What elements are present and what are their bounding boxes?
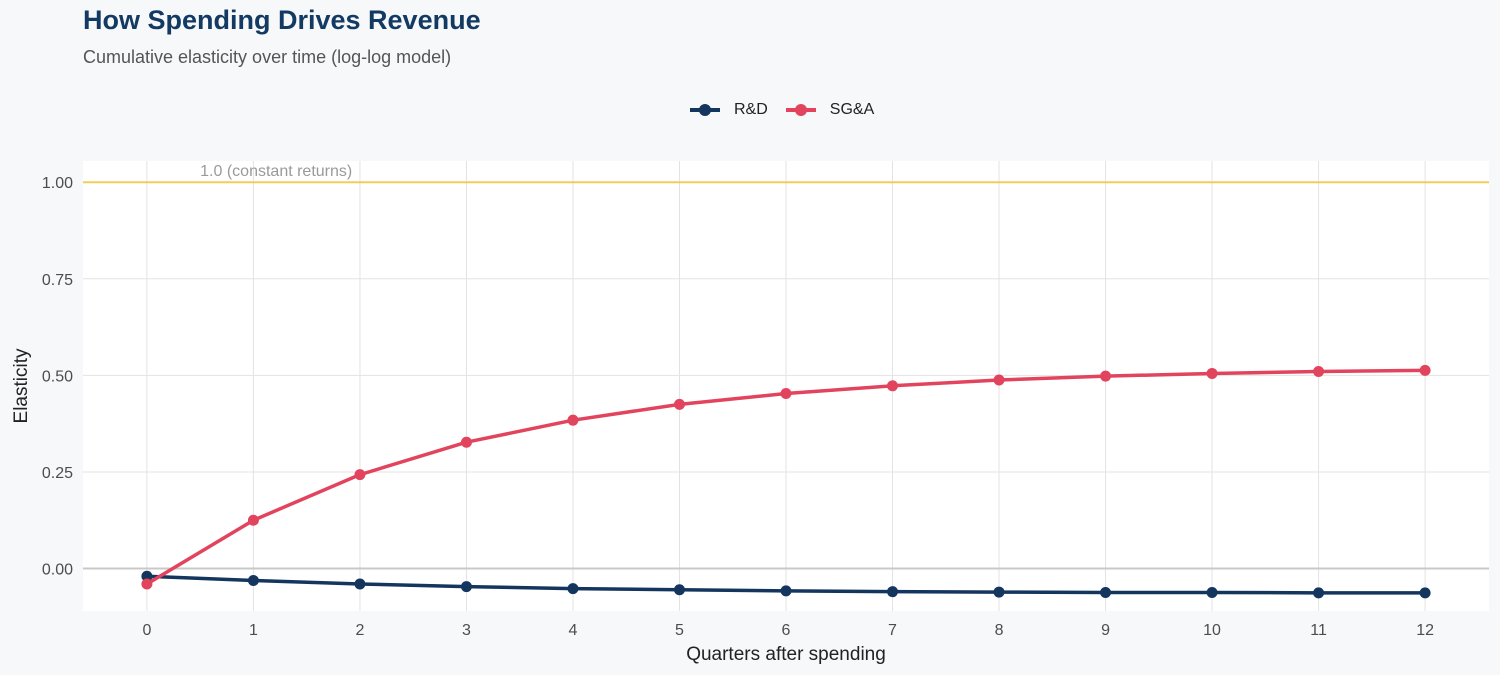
x-tick-label: 5 — [675, 622, 684, 639]
data-point-sga — [887, 380, 899, 392]
data-point-rd — [887, 586, 899, 598]
y-tick-label: 0.75 — [42, 272, 73, 289]
chart-title: How Spending Drives Revenue — [83, 5, 481, 35]
legend-item-rd: R&D — [690, 100, 768, 120]
x-tick-label: 9 — [1101, 622, 1110, 639]
x-tick-label: 12 — [1416, 622, 1434, 639]
data-point-sga — [780, 388, 792, 400]
legend-key-rd — [690, 100, 720, 120]
legend-item-sga: SG&A — [785, 100, 875, 120]
reference-line-label: 1.0 (constant returns) — [200, 163, 352, 180]
data-point-sga — [1313, 366, 1325, 378]
data-point-sga — [993, 374, 1005, 386]
legend-dot-rd — [699, 104, 711, 116]
data-point-sga — [1100, 370, 1112, 382]
data-point-sga — [460, 436, 472, 448]
x-tick-label: 4 — [569, 622, 578, 639]
y-tick-label: 0.25 — [42, 465, 73, 482]
x-tick-label: 11 — [1310, 622, 1327, 639]
data-point-sga — [141, 578, 153, 590]
data-point-rd — [1419, 587, 1431, 599]
data-point-rd — [780, 585, 792, 597]
data-point-sga — [567, 414, 579, 426]
data-point-rd — [567, 583, 579, 595]
legend-key-sga — [785, 100, 816, 120]
data-point-rd — [354, 578, 366, 590]
data-point-sga — [354, 469, 366, 481]
chart-subtitle: Cumulative elasticity over time (log-log… — [83, 47, 452, 67]
y-tick-label: 1.00 — [42, 175, 73, 192]
x-tick-label: 6 — [782, 622, 791, 639]
x-tick-label: 7 — [888, 622, 897, 639]
data-point-rd — [141, 570, 153, 582]
x-tick-label: 0 — [142, 622, 151, 639]
data-point-rd — [1206, 586, 1218, 598]
data-point-sga — [247, 514, 259, 526]
data-point-sga — [1206, 367, 1218, 379]
y-tick-label: 0.00 — [42, 562, 73, 579]
data-point-sga — [673, 398, 685, 410]
data-point-rd — [1313, 587, 1325, 599]
legend-label-rd: R&D — [734, 101, 768, 118]
x-axis-title: Quarters after spending — [686, 644, 886, 665]
x-tick-label: 1 — [249, 622, 258, 639]
data-point-sga — [1419, 364, 1431, 376]
x-tick-label: 2 — [355, 622, 364, 639]
data-point-rd — [247, 574, 259, 586]
data-point-rd — [673, 584, 685, 596]
x-tick-label: 10 — [1203, 622, 1221, 639]
y-tick-label: 0.50 — [42, 368, 73, 385]
legend-label-sga: SG&A — [829, 101, 875, 118]
legend: R&D SG&A — [690, 99, 892, 121]
y-axis-title: Elasticity — [11, 348, 32, 423]
x-tick-label: 8 — [995, 622, 1004, 639]
data-point-rd — [1100, 586, 1112, 598]
legend-dot-sga — [794, 104, 807, 116]
x-tick-label: 3 — [462, 622, 471, 639]
data-point-rd — [460, 581, 472, 593]
data-point-rd — [993, 586, 1005, 598]
